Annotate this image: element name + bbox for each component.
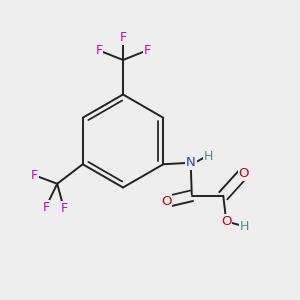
Text: O: O: [161, 195, 172, 208]
Text: N: N: [186, 156, 196, 169]
Text: F: F: [143, 44, 151, 57]
Text: O: O: [238, 167, 249, 180]
Text: F: F: [42, 201, 50, 214]
Text: F: F: [95, 44, 103, 57]
Text: H: H: [240, 220, 250, 233]
Text: H: H: [204, 150, 213, 163]
Text: F: F: [31, 169, 38, 182]
Text: F: F: [60, 202, 68, 215]
Text: F: F: [119, 31, 127, 44]
Text: O: O: [221, 215, 232, 228]
